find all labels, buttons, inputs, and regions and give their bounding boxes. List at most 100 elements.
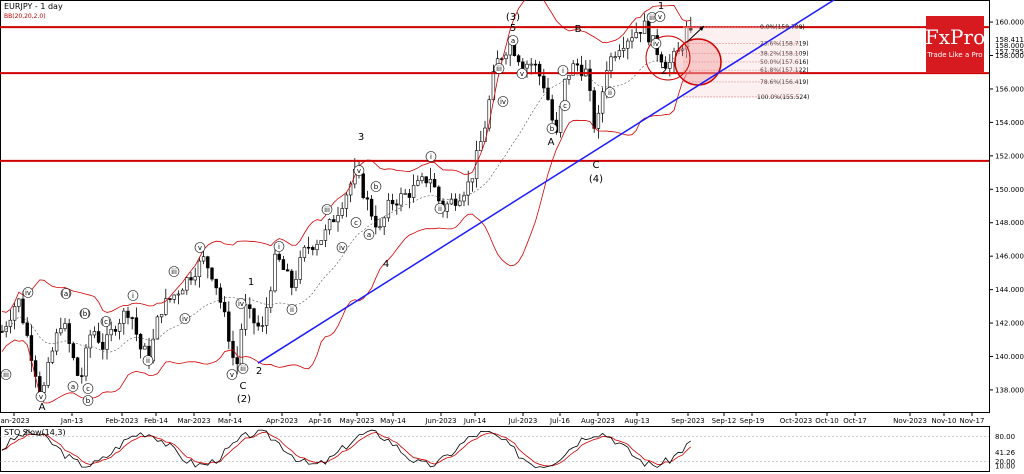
- osc-tick-label: 20.00: [995, 458, 1015, 466]
- fib-level-label: 50.0%(157.616): [760, 59, 809, 66]
- candle-bear: [80, 375, 84, 377]
- subwave-label: b: [86, 397, 91, 405]
- candle-bull: [50, 350, 55, 363]
- y-tick-label: 158.000: [995, 52, 1024, 60]
- candle-bear: [407, 193, 412, 198]
- candle-bull: [88, 334, 92, 349]
- subwave-circle: [168, 266, 180, 277]
- subwave-circle: [127, 290, 139, 301]
- candle-bear: [365, 197, 370, 200]
- candle-bear: [500, 58, 504, 60]
- candle-bull: [180, 289, 185, 295]
- candle-bull: [470, 178, 475, 183]
- subwave-circle: [194, 242, 206, 253]
- x-tick-label: May-2023: [340, 417, 375, 425]
- uptrend-line: [257, 0, 836, 364]
- osc-main-line: [1, 429, 692, 469]
- logo-brand: FxPro: [925, 25, 985, 49]
- candle-bear: [369, 198, 374, 217]
- candle-bear: [248, 304, 252, 309]
- fibonacci-retracement: 0.0%(159.708) 23.6%(158.719) 38.2%(158.109…: [645, 24, 809, 101]
- fib-level-label: 61.8%(157.122): [760, 67, 809, 74]
- candle-bull: [84, 347, 88, 377]
- subwave-label: iii: [171, 268, 177, 276]
- candle-bull: [403, 193, 407, 195]
- candle-bear: [290, 270, 294, 288]
- subwave-circle: [142, 355, 154, 366]
- candle-bull: [185, 277, 189, 291]
- candle-bear: [75, 357, 80, 376]
- candle-bull: [399, 193, 403, 206]
- candle-bear: [0, 331, 4, 333]
- wave-label: 1: [658, 1, 664, 12]
- x-tick-label: Jan-2023: [0, 417, 30, 425]
- candle-bear: [134, 317, 139, 335]
- x-tick-label: Sep-12: [712, 417, 737, 425]
- candle-bull: [466, 181, 470, 196]
- candle-bull: [143, 345, 147, 350]
- candle-bull: [319, 240, 323, 245]
- subwave-label: v: [520, 70, 524, 78]
- candle-bull: [269, 290, 273, 308]
- wave-label: (4): [589, 174, 603, 185]
- x-tick-label: Jun-2023: [424, 417, 456, 425]
- candle-bull: [159, 313, 164, 318]
- support-circle: [674, 38, 722, 86]
- candle-bear: [130, 317, 134, 319]
- subwave-label: iv: [238, 300, 244, 308]
- candle-bull: [474, 150, 479, 180]
- candle-bear: [663, 61, 668, 69]
- wave-label: 2: [256, 366, 262, 377]
- candle-bull: [264, 307, 269, 326]
- subwave-circle: [35, 391, 47, 402]
- candle-bear: [533, 63, 538, 66]
- subwave-label: b: [374, 183, 379, 191]
- candle-bear: [374, 215, 378, 228]
- candle-bear: [210, 267, 214, 280]
- logo-tagline: Trade Like a Pro: [926, 51, 982, 59]
- x-tick-label: Aug-13: [624, 417, 649, 425]
- wave-label: B: [575, 24, 582, 35]
- candle-bull: [12, 306, 17, 321]
- trendline: [257, 0, 836, 364]
- osc-signal-line: [1, 431, 692, 467]
- candle-bear: [277, 253, 281, 260]
- candle-bull: [63, 323, 67, 329]
- x-tick-label: Jan-13: [60, 417, 83, 425]
- subwave-circle: [654, 11, 666, 22]
- wave-circle: [645, 35, 691, 81]
- subwave-label: i: [430, 153, 432, 161]
- candle-bull: [8, 319, 13, 327]
- candle-bull: [462, 194, 466, 202]
- oscillator-label: STO Slow(14,3): [4, 428, 66, 437]
- subwave-circle: [507, 35, 519, 46]
- candle-bull: [176, 293, 181, 296]
- projection-arrowhead: [699, 26, 704, 31]
- subwave-circle: [237, 363, 249, 374]
- subwave-circle: [273, 241, 285, 252]
- candle-bear: [432, 179, 437, 188]
- wave-label: A: [548, 137, 555, 148]
- x-tick-label: Oct-2023: [780, 417, 812, 425]
- candle-bear: [306, 246, 311, 249]
- candle-bear: [206, 256, 210, 269]
- candle-bull: [164, 298, 168, 315]
- subwave-circle: [0, 369, 12, 380]
- subwave-circle: [350, 217, 362, 228]
- subwave-circle: [559, 100, 571, 111]
- fib-level-label: 100.0%(155.524): [757, 94, 809, 101]
- x-tick-label: Oct-10: [815, 417, 839, 425]
- candle-bear: [638, 32, 643, 34]
- candle-bull: [109, 329, 113, 336]
- wave-label: A: [39, 402, 46, 413]
- candle-bear: [332, 219, 336, 223]
- subwave-label: a: [511, 37, 515, 45]
- y-tick-label: 148.000: [995, 219, 1024, 227]
- candle-bear: [235, 357, 239, 365]
- candle-bear: [218, 287, 223, 303]
- subwave-label: iv: [339, 244, 345, 252]
- candle-bull: [411, 184, 416, 198]
- x-tick-label: May-14: [380, 417, 406, 425]
- candle-bear: [550, 99, 554, 121]
